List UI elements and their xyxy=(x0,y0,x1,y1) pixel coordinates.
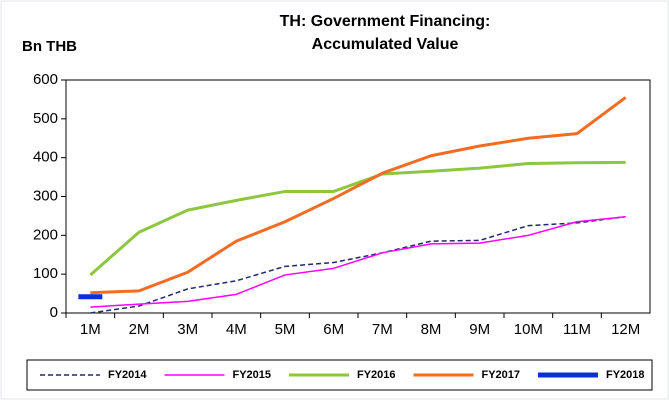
x-tick-label: 6M xyxy=(323,321,344,338)
y-tick-label: 400 xyxy=(33,149,58,166)
legend-label: FY2017 xyxy=(482,369,521,381)
series-line xyxy=(90,96,627,295)
x-tick-label: 9M xyxy=(469,321,490,338)
chart-title: Accumulated Value xyxy=(312,36,459,53)
y-tick-label: 300 xyxy=(33,187,58,204)
x-tick-label: 8M xyxy=(421,321,442,338)
x-tick-label: 3M xyxy=(177,321,198,338)
x-tick-label: 4M xyxy=(226,321,247,338)
legend-label: FY2015 xyxy=(233,369,272,381)
series-line xyxy=(89,160,626,277)
legend-label: FY2014 xyxy=(108,369,147,381)
y-tick-label: 0 xyxy=(50,304,58,321)
series-line xyxy=(90,215,626,314)
x-tick-label: 11M xyxy=(563,321,591,338)
x-tick-label: 2M xyxy=(129,321,150,338)
x-tick-label: 10M xyxy=(514,321,543,338)
x-tick-label: 12M xyxy=(611,321,640,338)
series-line xyxy=(90,215,626,308)
y-axis-label: Bn THB xyxy=(22,38,77,55)
legend-label: FY2018 xyxy=(606,369,645,381)
y-tick-label: 100 xyxy=(33,265,58,282)
chart-title: TH: Government Financing: xyxy=(280,13,491,30)
x-tick-label: 7M xyxy=(372,321,393,338)
y-tick-label: 600 xyxy=(33,71,58,88)
y-tick-label: 500 xyxy=(33,110,58,127)
x-tick-label: 1M xyxy=(80,321,101,338)
legend-label: FY2016 xyxy=(357,369,396,381)
x-tick-label: 5M xyxy=(275,321,296,338)
y-tick-label: 200 xyxy=(33,226,58,243)
